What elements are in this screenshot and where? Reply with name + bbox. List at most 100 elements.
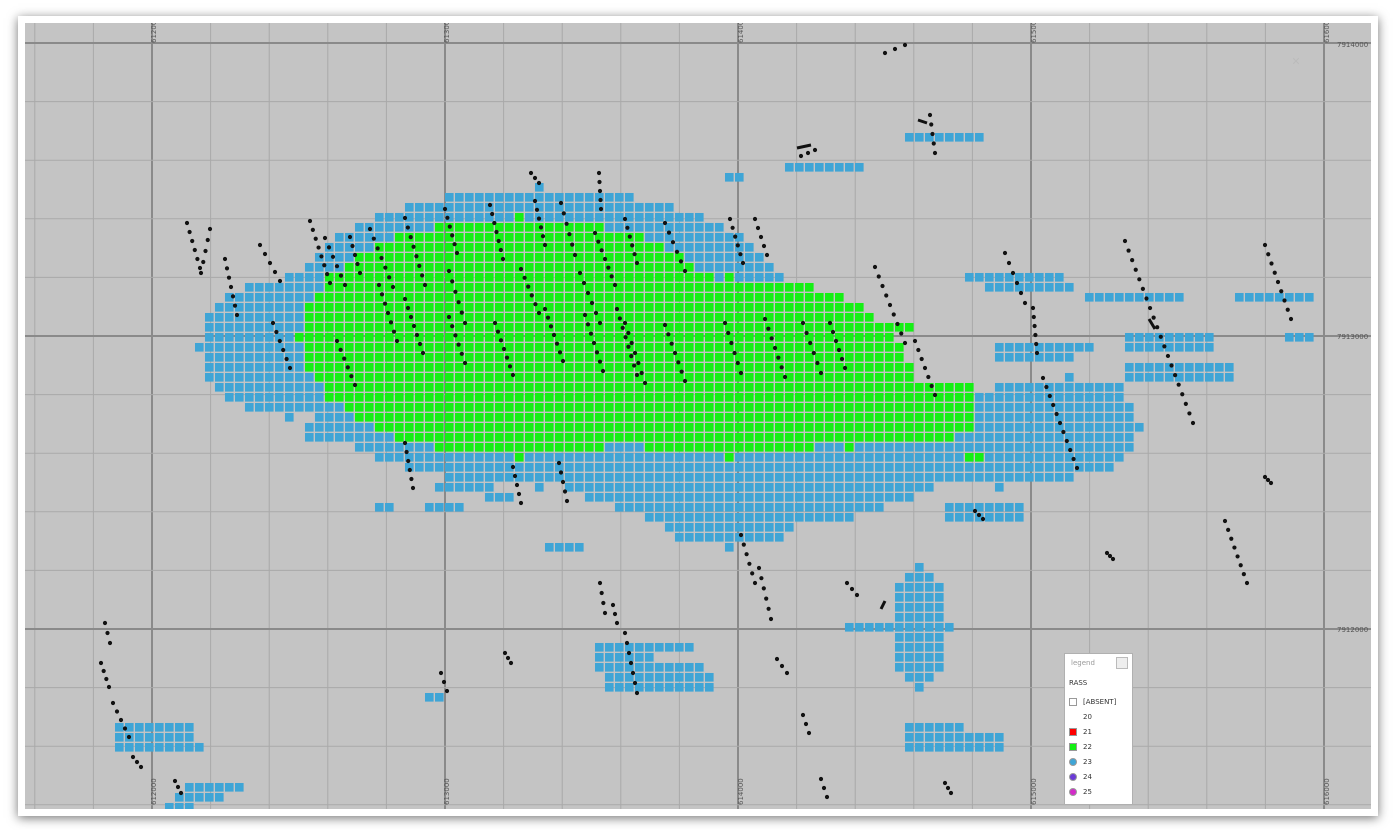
block-cell [645,413,654,422]
legend-panel[interactable]: legend RASS [ABSENT] 20 21 22 23 24 25 [1064,653,1133,805]
block-cell [135,743,144,752]
block-cell [725,263,734,272]
block-cell [445,413,454,422]
block-cell [815,323,824,332]
block-cell [425,403,434,412]
block-cell [295,403,304,412]
legend-item: 25 [1069,787,1092,797]
block-cell [1065,423,1074,432]
block-cell [445,343,454,352]
block-cell [605,323,614,332]
block-cell [935,733,944,742]
block-cell [695,273,704,282]
block-cell [805,413,814,422]
block-cell [675,493,684,502]
block-cell [435,353,444,362]
block-cell [905,623,914,632]
block-cell [605,343,614,352]
block-cell [595,383,604,392]
block-cell [755,503,764,512]
block-cell [635,443,644,452]
drillhole-point [450,233,455,238]
block-cell [705,513,714,522]
block-cell [495,343,504,352]
block-cell [325,253,334,262]
block-cell [705,393,714,402]
block-cell [925,133,934,142]
block-cell [935,743,944,752]
block-cell [685,303,694,312]
block-cell [365,383,374,392]
block-cell [545,283,554,292]
block-cell [735,353,744,362]
block-cell [405,433,414,442]
block-cell [905,573,914,582]
block-cell [455,303,464,312]
drillhole-point [357,270,363,276]
block-cell [825,343,834,352]
block-cell [935,583,944,592]
drillhole-point [1162,344,1167,349]
block-cell [985,433,994,442]
block-cell [445,253,454,262]
block-cell [955,433,964,442]
block-cell [755,513,764,522]
block-cell [335,273,344,282]
block-cell [1035,383,1044,392]
block-cell [295,323,304,332]
block-cell [975,403,984,412]
drillhole-point [738,370,744,376]
block-cell [535,273,544,282]
block-cell [255,303,264,312]
drillhole-point [207,226,213,232]
drillhole-point [376,282,382,288]
block-cell [1055,353,1064,362]
drillhole-point [456,342,461,347]
block-cell [255,393,264,402]
block-cell [1115,293,1124,302]
block-cell [205,333,214,342]
drillhole-point [383,265,388,270]
block-cell [575,383,584,392]
block-cell [415,413,424,422]
block-cell [695,253,704,262]
block-cell [915,603,924,612]
block-cell [815,423,824,432]
block-cell [665,273,674,282]
block-cell [495,473,504,482]
block-cell [575,253,584,262]
block-model-map[interactable]: 612000 613000 614000 615000 616000 61200… [25,23,1371,809]
legend-close-icon[interactable] [1116,657,1128,669]
drillhole-point [594,350,600,355]
block-cell [235,383,244,392]
drillhole-point [572,252,578,258]
block-cell [775,403,784,412]
block-cell [635,283,644,292]
block-cell [1065,283,1074,292]
block-cell [745,463,754,472]
block-cell [525,303,534,312]
block-cell [695,293,704,302]
block-cell [375,373,384,382]
drillhole-point [1022,300,1028,306]
block-cell [385,283,394,292]
block-cell [575,293,584,302]
block-cell [175,733,184,742]
drillhole-point [577,270,583,276]
block-cell [625,393,634,402]
drillhole-point [880,283,885,289]
block-cell [905,583,914,592]
block-cell [935,413,944,422]
block-cell [695,373,704,382]
block-cell [1015,423,1024,432]
block-cell [535,343,544,352]
x-tick-label: 613000 [443,778,451,805]
block-cell [355,303,364,312]
block-cell [575,203,584,212]
block-cell [835,493,844,502]
drillhole-point [270,320,276,326]
block-cell [455,453,464,462]
map-close-icon[interactable]: ✕ [1291,55,1301,68]
drillhole-point [741,542,746,547]
block-cell [455,473,464,482]
